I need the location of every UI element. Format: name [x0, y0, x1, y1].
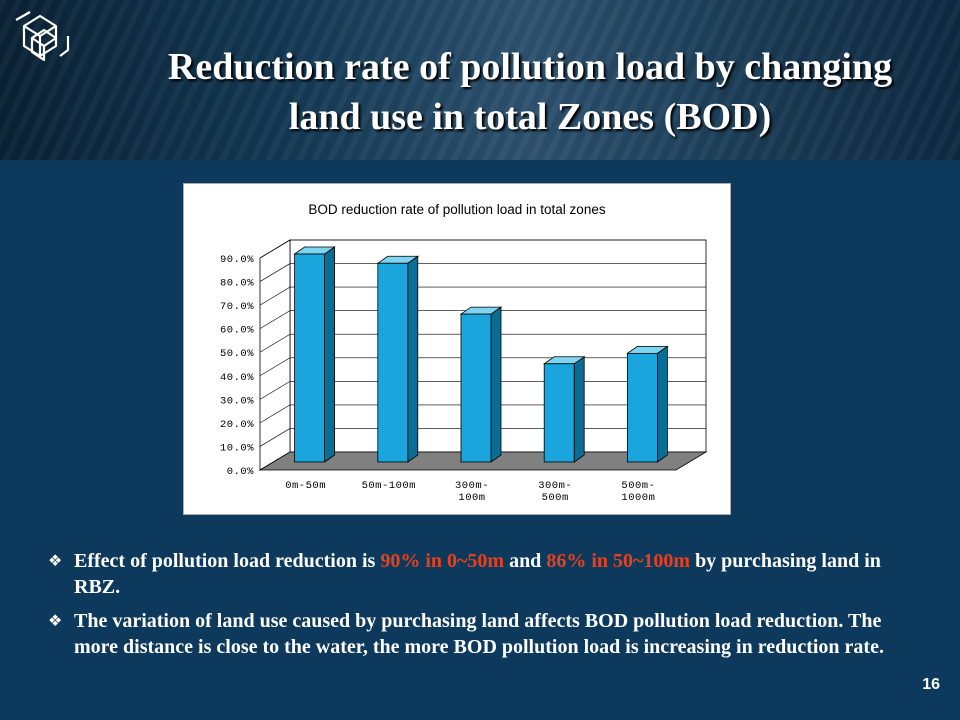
y-tick-label: 0.0%: [227, 466, 254, 478]
y-tick-label: 60.0%: [220, 325, 254, 337]
bullet-text: The variation of land use caused by purc…: [74, 610, 884, 658]
four-diamond-bullet-icon: ❖: [48, 611, 63, 630]
x-tick-label: 100m: [458, 492, 485, 504]
header-band: [0, 0, 960, 160]
gridline-side: [259, 286, 291, 306]
gridline-side: [259, 404, 291, 424]
title-line-1: Reduction rate of pollution load by chan…: [167, 46, 893, 88]
bar-side: [490, 306, 502, 463]
bullet-text: by purchasing land in RBZ.: [74, 550, 881, 598]
y-tick-label: 10.0%: [220, 442, 254, 454]
bar-side: [324, 246, 336, 463]
y-tick-label: 90.0%: [220, 254, 254, 266]
bar-side: [573, 356, 585, 463]
y-tick-label: 70.0%: [220, 301, 254, 313]
bullet-text: Effect of pollution load reduction is: [74, 550, 381, 572]
y-tick-label: 50.0%: [220, 348, 254, 360]
y-tick-label: 40.0%: [220, 372, 254, 384]
x-tick-label: 0m-50m: [285, 480, 326, 492]
bar-side: [407, 255, 419, 463]
x-tick-label: 500m-: [621, 480, 655, 492]
title-line-2: land use in total Zones (BOD): [288, 96, 772, 138]
gridline-side: [259, 239, 291, 259]
x-tick-label: 50m-100m: [362, 480, 416, 492]
logo-icon: [15, 11, 70, 62]
bar: [626, 352, 658, 463]
bullet-item: ❖ The variation of land use caused by pur…: [48, 608, 928, 660]
x-tick-label: 500m: [542, 492, 569, 504]
bar: [377, 262, 409, 463]
page-title: Reduction rate of pollution load by chan…: [100, 42, 960, 142]
bar-side: [656, 345, 668, 463]
bar: [543, 363, 575, 463]
gridline-side: [259, 333, 291, 353]
four-diamond-bullet-icon: ❖: [48, 551, 63, 570]
bullet-highlight-text: 86% in 50~100m: [546, 550, 691, 572]
y-tick-label: 30.0%: [220, 395, 254, 407]
x-tick-label: 1000m: [621, 492, 655, 504]
bar-chart: BOD reduction rate of pollution load in …: [183, 183, 731, 515]
chart-side-wall: [259, 239, 291, 471]
gridline-side: [259, 310, 291, 329]
gridline-side: [259, 263, 291, 282]
x-tick-label: 300m-: [538, 480, 572, 492]
page-number: 16: [922, 676, 940, 693]
bullet-highlight-text: 90% in 0~50m: [380, 550, 505, 572]
bullet-item: ❖ Effect of pollution load reduction is 9…: [48, 548, 928, 600]
chart-svg: BOD reduction rate of pollution load in …: [220, 202, 708, 504]
bar: [460, 313, 492, 463]
bullet-text: and: [504, 550, 547, 572]
gridline-side: [259, 381, 291, 400]
y-tick-label: 20.0%: [220, 419, 254, 431]
bullet-list: ❖ Effect of pollution load reduction is 9…: [48, 548, 928, 668]
x-tick-label: 300m-: [455, 480, 489, 492]
chart-title: BOD reduction rate of pollution load in …: [308, 202, 605, 217]
bar: [294, 253, 325, 463]
gridline-side: [259, 357, 291, 377]
gridline-side: [259, 428, 291, 447]
y-tick-label: 80.0%: [220, 278, 254, 290]
